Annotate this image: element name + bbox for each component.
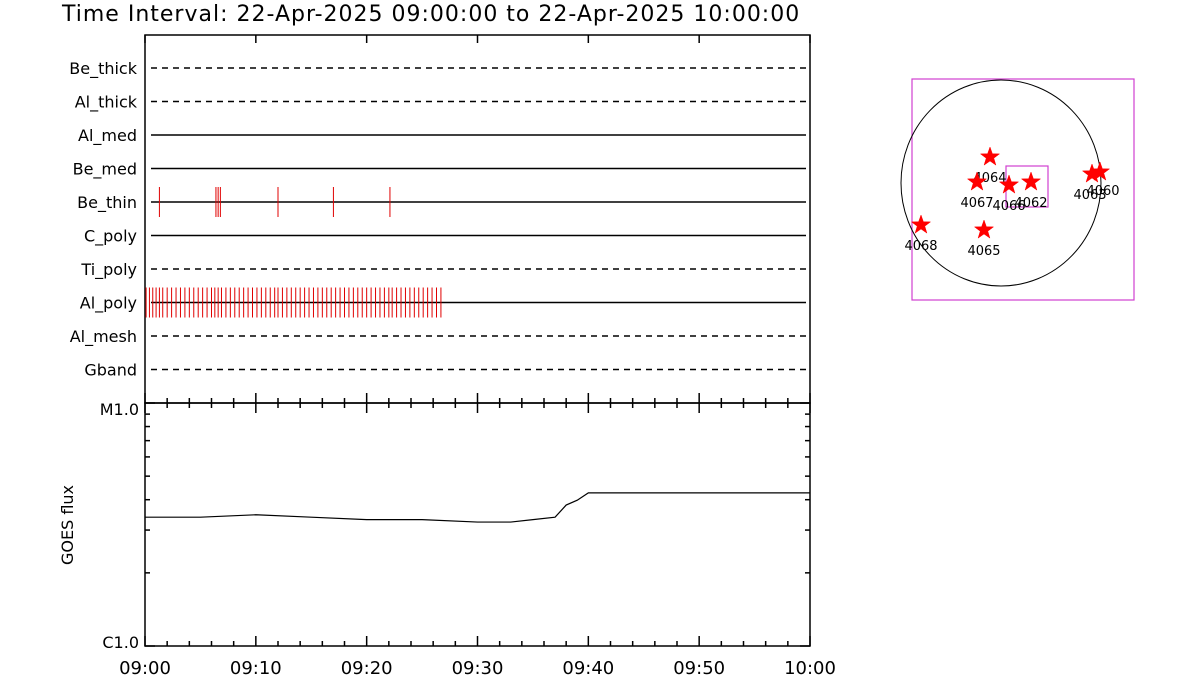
channel-label: Be_thin	[77, 193, 137, 213]
region-star-marker	[1089, 161, 1111, 181]
x-tick-label: 09:00	[119, 658, 171, 679]
x-tick-label: 09:20	[341, 658, 393, 679]
goes-flux-line	[145, 492, 810, 523]
region-star-marker	[979, 146, 1001, 166]
y-tick-label: M1.0	[100, 400, 139, 419]
y-tick-label: C1.0	[102, 633, 139, 652]
channel-label: Gband	[84, 361, 137, 380]
region-star-marker	[966, 171, 988, 191]
channel-label: Be_thick	[69, 59, 137, 79]
channel-label: Al_med	[78, 126, 137, 146]
timeline-frame	[144, 34, 811, 404]
x-tick-label: 09:50	[673, 658, 725, 679]
region-label: 4062	[1014, 196, 1047, 211]
channel-label: Al_mesh	[70, 327, 137, 347]
region-label: 4066	[992, 199, 1025, 214]
map-frame	[911, 78, 1135, 301]
channel-label: C_poly	[84, 227, 137, 247]
region-star-marker	[973, 219, 995, 239]
channel-label: Al_thick	[75, 93, 138, 113]
region-star-marker	[910, 214, 932, 234]
region-label: 4060	[1086, 184, 1119, 199]
y-axis-label: GOES flux	[58, 485, 77, 565]
x-tick-label: 09:30	[452, 658, 504, 679]
channel-label: Be_med	[73, 160, 137, 180]
x-tick-label: 09:10	[230, 658, 282, 679]
goes-frame	[144, 402, 811, 647]
channel-label: Ti_poly	[80, 260, 137, 280]
goes-flux-panel: 09:00 09:10 09:20 09:30 09:40 09:50 10:00 M1.0 C…	[58, 400, 836, 679]
channel-label: Al_poly	[80, 294, 137, 314]
region-label: 4067	[960, 196, 993, 211]
region-star-marker	[998, 174, 1020, 194]
region-label: 4063	[1073, 188, 1106, 203]
filter-timeline-panel: Be_thick Al_thick Al_med Be_med Be_thin C_pol…	[69, 34, 811, 404]
x-tick-label: 10:00	[784, 658, 836, 679]
solar-disk	[900, 79, 1102, 287]
chart-title: Time Interval: 22-Apr-2025 09:00:00 to 2…	[62, 2, 801, 27]
region-star-marker	[1020, 171, 1042, 191]
x-tick-label: 09:40	[562, 658, 614, 679]
region-label: 4068	[904, 239, 937, 254]
region-label: 4065	[967, 244, 1000, 259]
